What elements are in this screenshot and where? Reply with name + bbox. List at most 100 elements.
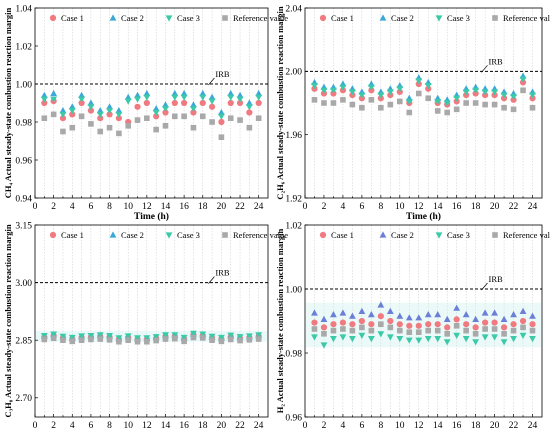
- point-reference-value: [368, 97, 375, 103]
- point-case-3: [386, 89, 394, 96]
- point-case-3: [443, 100, 451, 107]
- point-case-1: [134, 103, 141, 110]
- point-case-3: [106, 332, 113, 340]
- point-case-3: [377, 331, 385, 338]
- point-case-3: [510, 94, 517, 101]
- point-reference-value: [311, 326, 318, 332]
- point-case-3: [190, 106, 197, 113]
- plot-frame: [304, 7, 543, 199]
- point-reference-value: [60, 337, 66, 343]
- point-reference-value: [88, 336, 94, 343]
- point-reference-value: [444, 331, 450, 337]
- point-case-3: [339, 334, 347, 341]
- legend-marker: [109, 14, 117, 21]
- point-reference-value: [255, 115, 262, 121]
- point-case-3: [171, 332, 179, 339]
- legend-entry: Case 3: [447, 230, 470, 240]
- point-case-1: [444, 324, 451, 331]
- y-axis-label: C₂H₆ Actual steady-state combustion reac…: [275, 6, 285, 199]
- x-tick-label: 6: [360, 202, 365, 212]
- point-reference-value: [425, 95, 432, 102]
- point-case-3: [152, 334, 160, 341]
- point-case-3: [124, 333, 132, 340]
- point-reference-value: [529, 327, 536, 334]
- point-case-3: [396, 86, 404, 93]
- point-case-1: [162, 109, 169, 116]
- point-case-2: [330, 311, 337, 318]
- point-reference-value: [172, 113, 178, 120]
- point-case-2: [152, 105, 160, 112]
- point-case-1: [97, 115, 104, 122]
- point-reference-value: [78, 113, 85, 120]
- x-tick-label: 18: [198, 202, 208, 212]
- point-case-3: [358, 92, 366, 99]
- point-case-2: [491, 309, 498, 316]
- point-case-3: [227, 332, 235, 339]
- point-case-2: [453, 304, 461, 311]
- x-tick-label: 22: [235, 202, 245, 212]
- y-tick-label: 2.00: [285, 68, 302, 78]
- point-reference-value: [434, 327, 441, 334]
- point-case-2: [358, 307, 366, 314]
- point-reference-value: [510, 106, 517, 113]
- x-tick-label: 8: [107, 421, 112, 431]
- point-reference-value: [520, 324, 526, 331]
- x-tick-label: 22: [509, 202, 519, 212]
- point-case-2: [405, 314, 413, 321]
- legend-marker: [165, 15, 173, 22]
- point-reference-value: [190, 124, 197, 131]
- point-reference-value: [501, 104, 507, 111]
- point-case-2: [199, 89, 207, 97]
- point-case-2: [529, 312, 536, 319]
- x-tick-label: 24: [528, 202, 538, 212]
- point-case-3: [529, 336, 536, 343]
- point-case-3: [320, 87, 328, 94]
- point-case-1: [208, 103, 216, 110]
- point-case-1: [482, 319, 489, 326]
- point-case-2: [519, 307, 527, 314]
- point-case-3: [415, 337, 423, 344]
- point-case-1: [387, 317, 394, 325]
- point-reference-value: [340, 326, 346, 332]
- point-reference-value: [406, 109, 413, 116]
- point-reference-value: [218, 338, 225, 345]
- x-tick-label: 18: [471, 421, 481, 431]
- point-case-1: [349, 321, 356, 328]
- point-case-2: [87, 99, 95, 106]
- point-reference-value: [453, 323, 460, 329]
- legend-marker: [379, 14, 387, 21]
- point-reference-value: [415, 90, 422, 97]
- point-case-3: [59, 333, 67, 340]
- point-case-2: [424, 311, 432, 318]
- point-case-3: [134, 96, 141, 103]
- x-axis-label: Time (h): [406, 211, 441, 222]
- point-reference-value: [106, 337, 113, 343]
- point-case-1: [358, 317, 365, 325]
- point-case-3: [311, 334, 318, 341]
- y-tick-label: 1.04: [15, 4, 32, 14]
- point-reference-value: [510, 327, 517, 334]
- x-tick-label: 6: [89, 202, 94, 212]
- point-case-3: [218, 113, 225, 120]
- point-reference-value: [378, 104, 384, 111]
- point-case-3: [227, 94, 235, 101]
- point-case-3: [245, 333, 253, 340]
- point-case-3: [491, 334, 498, 341]
- legend-entry: Reference value: [233, 13, 288, 23]
- point-reference-value: [330, 100, 337, 106]
- point-case-3: [255, 332, 263, 339]
- point-case-3: [134, 335, 141, 342]
- legend-entry: Case 2: [391, 13, 414, 23]
- point-reference-value: [69, 338, 76, 345]
- point-case-3: [424, 336, 432, 343]
- x-tick-label: 20: [217, 202, 227, 212]
- point-case-1: [218, 118, 225, 126]
- point-case-1: [59, 115, 67, 122]
- point-case-1: [227, 99, 234, 107]
- point-case-3: [78, 96, 85, 103]
- point-reference-value: [50, 335, 57, 342]
- x-tick-label: 4: [70, 421, 75, 431]
- point-case-1: [153, 113, 160, 120]
- legend-entry: Case 1: [331, 230, 354, 240]
- y-tick-label: 2.70: [15, 394, 32, 404]
